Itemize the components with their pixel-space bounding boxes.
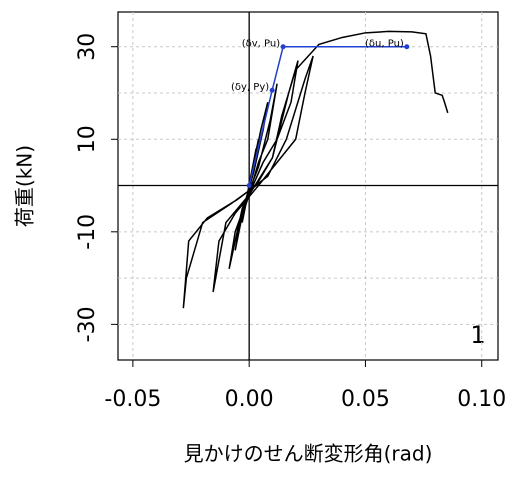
point-label: (δv, Pu) xyxy=(242,39,280,50)
y-tick-label: 30 xyxy=(75,33,100,61)
point xyxy=(280,44,286,50)
series-line xyxy=(248,45,407,186)
x-axis-label: 見かけのせん断変形角(rad) xyxy=(184,442,433,466)
y-tick-label: -30 xyxy=(75,306,100,342)
x-tick-label: 0.00 xyxy=(225,387,274,412)
point xyxy=(404,44,410,50)
point-label: (δu, Pu) xyxy=(365,39,404,50)
point-label: (δy, Py) xyxy=(231,82,269,93)
y-tick-label: -10 xyxy=(75,214,100,250)
x-tick-label: 0.05 xyxy=(341,387,390,412)
point xyxy=(246,183,252,189)
annotation: 1 xyxy=(470,321,485,349)
x-tick-label: -0.05 xyxy=(104,387,161,412)
series-line xyxy=(182,30,449,309)
x-tick-label: 0.10 xyxy=(457,387,506,412)
y-axis-label: 荷重(kN) xyxy=(13,145,37,227)
point xyxy=(269,87,275,93)
y-tick-label: 10 xyxy=(75,125,100,153)
